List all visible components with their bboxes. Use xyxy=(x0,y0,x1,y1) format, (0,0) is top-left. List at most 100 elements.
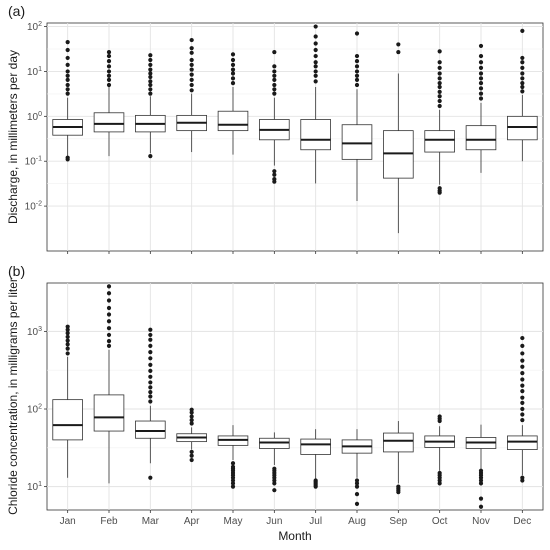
outlier-point xyxy=(272,172,277,177)
outlier-point xyxy=(520,395,525,400)
outlier-point xyxy=(148,380,153,385)
outlier-point xyxy=(354,53,360,59)
outlier-point xyxy=(437,186,442,191)
outlier-point xyxy=(437,84,442,90)
outlier-point xyxy=(313,73,318,78)
outlier-point xyxy=(272,488,277,493)
box-sep xyxy=(383,42,414,234)
outlier-point xyxy=(437,80,442,86)
outlier-point xyxy=(148,327,153,332)
outlier-point xyxy=(313,79,318,84)
box-iqr xyxy=(300,438,331,455)
outlier-point xyxy=(437,103,442,109)
outlier-point xyxy=(313,34,318,39)
outlier-point xyxy=(65,338,70,343)
box-iqr xyxy=(383,130,414,179)
outlier-point xyxy=(65,40,70,45)
outlier-point xyxy=(148,91,153,96)
outlier-point xyxy=(520,377,525,382)
outlier-point xyxy=(189,37,194,43)
x-tick-label: May xyxy=(224,516,243,527)
box-mar xyxy=(135,53,166,159)
x-tick-label: Jan xyxy=(60,516,76,527)
y-tick-label: 103 xyxy=(27,326,42,338)
outlier-point xyxy=(437,71,442,76)
outlier-point xyxy=(230,76,236,81)
box-jun xyxy=(259,432,290,493)
box-iqr xyxy=(465,125,497,151)
outlier-point xyxy=(437,470,442,476)
outlier-point xyxy=(354,77,360,82)
outlier-point xyxy=(148,71,153,76)
box-feb xyxy=(93,284,125,484)
outlier-point xyxy=(106,284,112,289)
outlier-point xyxy=(313,41,318,46)
panel-b: 101 102 103 Jan Feb Mar Apr May Jun Jul Aug Sep Oct N… xyxy=(6,263,544,543)
outlier-point xyxy=(437,76,442,81)
x-tick-label: Jul xyxy=(309,516,322,527)
box-jan xyxy=(52,40,83,162)
y-tick-label: 10-2 xyxy=(25,201,42,213)
outlier-point xyxy=(437,414,442,419)
outlier-point xyxy=(148,62,153,67)
outlier-point xyxy=(354,31,360,36)
outlier-point xyxy=(189,421,194,426)
outlier-point xyxy=(230,481,236,486)
outlier-point xyxy=(189,77,194,82)
outlier-point xyxy=(478,80,484,86)
outlier-point xyxy=(106,82,112,88)
outlier-point xyxy=(106,77,112,82)
outlier-point xyxy=(520,71,525,76)
box-feb xyxy=(93,49,125,157)
outlier-point xyxy=(189,67,194,72)
outlier-point xyxy=(478,481,484,486)
box-iqr xyxy=(300,119,331,151)
outlier-point xyxy=(313,478,318,483)
y-axis-title: Discharge, in millimeters per day xyxy=(6,50,20,224)
box-may xyxy=(217,425,249,489)
outlier-point xyxy=(520,60,525,65)
outlier-point xyxy=(230,52,236,57)
outlier-point xyxy=(520,65,525,70)
outlier-point xyxy=(230,57,236,63)
box-iqr xyxy=(341,124,373,160)
outlier-point xyxy=(106,312,112,317)
outlier-point xyxy=(354,492,360,497)
box-jul xyxy=(300,24,331,184)
outlier-point xyxy=(189,88,194,93)
outlier-point xyxy=(65,82,70,88)
outlier-point xyxy=(520,89,525,94)
box-oct xyxy=(424,414,455,486)
outlier-point xyxy=(272,481,277,486)
outlier-point xyxy=(520,343,525,349)
outlier-point xyxy=(520,475,525,480)
box-iqr xyxy=(424,130,455,153)
outlier-point xyxy=(478,71,484,76)
outlier-point xyxy=(272,64,277,69)
outlier-point xyxy=(478,496,484,501)
box-aug xyxy=(341,429,373,506)
outlier-point xyxy=(189,57,194,63)
outlier-point xyxy=(354,478,360,483)
box-iqr xyxy=(507,115,538,141)
outlier-point xyxy=(272,87,277,92)
outlier-point xyxy=(189,62,194,67)
outlier-point xyxy=(189,50,194,55)
outlier-point xyxy=(230,464,236,469)
panel-label: (a) xyxy=(8,3,25,19)
y-tick-label: 102 xyxy=(27,21,42,33)
outlier-point xyxy=(354,64,360,69)
outlier-point xyxy=(520,84,525,90)
outlier-point xyxy=(65,55,70,61)
outlier-point xyxy=(520,358,525,363)
outlier-point xyxy=(437,60,442,65)
outlier-point xyxy=(478,96,484,101)
outlier-point xyxy=(106,305,112,311)
outlier-point xyxy=(354,73,360,78)
outlier-point xyxy=(478,86,484,91)
outlier-point xyxy=(148,390,153,395)
outlier-point xyxy=(272,49,277,55)
box-apr xyxy=(176,407,207,463)
